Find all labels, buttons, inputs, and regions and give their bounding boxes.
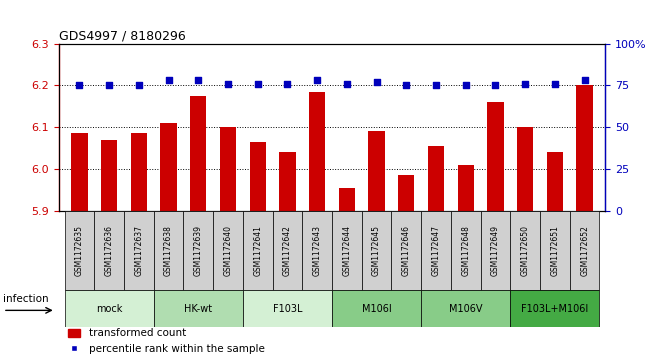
FancyBboxPatch shape <box>421 211 451 290</box>
Text: M106I: M106I <box>362 303 391 314</box>
FancyBboxPatch shape <box>64 211 94 290</box>
Bar <box>309 91 326 211</box>
FancyBboxPatch shape <box>243 211 273 290</box>
Bar <box>131 133 147 211</box>
Text: mock: mock <box>96 303 122 314</box>
Bar <box>101 139 117 211</box>
FancyBboxPatch shape <box>302 211 332 290</box>
Text: GSM1172646: GSM1172646 <box>402 225 411 276</box>
Point <box>312 77 322 83</box>
Point <box>371 79 381 85</box>
Point <box>579 77 590 83</box>
Bar <box>547 152 563 211</box>
Point <box>253 81 263 86</box>
Point <box>223 81 233 86</box>
Text: GSM1172648: GSM1172648 <box>462 225 470 276</box>
FancyBboxPatch shape <box>184 211 213 290</box>
Point <box>520 81 531 86</box>
FancyBboxPatch shape <box>480 211 510 290</box>
Text: infection: infection <box>3 294 49 305</box>
Text: GSM1172639: GSM1172639 <box>194 225 202 276</box>
Point <box>549 81 560 86</box>
Text: GSM1172636: GSM1172636 <box>105 225 114 276</box>
Bar <box>339 188 355 211</box>
FancyBboxPatch shape <box>94 211 124 290</box>
FancyBboxPatch shape <box>510 211 540 290</box>
Legend: transformed count, percentile rank within the sample: transformed count, percentile rank withi… <box>64 324 269 358</box>
Bar <box>458 165 474 211</box>
Bar <box>279 152 296 211</box>
Text: GSM1172643: GSM1172643 <box>312 225 322 276</box>
FancyBboxPatch shape <box>332 211 362 290</box>
FancyBboxPatch shape <box>64 290 154 327</box>
Bar <box>428 146 444 211</box>
FancyBboxPatch shape <box>332 290 421 327</box>
Text: HK-wt: HK-wt <box>184 303 212 314</box>
FancyBboxPatch shape <box>213 211 243 290</box>
FancyBboxPatch shape <box>273 211 302 290</box>
FancyBboxPatch shape <box>154 211 184 290</box>
Text: GSM1172635: GSM1172635 <box>75 225 84 276</box>
Text: GSM1172650: GSM1172650 <box>521 225 530 276</box>
Point <box>342 81 352 86</box>
Bar <box>249 142 266 211</box>
Text: GSM1172649: GSM1172649 <box>491 225 500 276</box>
Bar <box>488 102 504 211</box>
Point <box>163 77 174 83</box>
Bar <box>368 131 385 211</box>
Point <box>133 82 144 88</box>
FancyBboxPatch shape <box>510 290 600 327</box>
Text: GSM1172641: GSM1172641 <box>253 225 262 276</box>
Text: GSM1172645: GSM1172645 <box>372 225 381 276</box>
FancyBboxPatch shape <box>362 211 391 290</box>
FancyBboxPatch shape <box>421 290 510 327</box>
Text: M106V: M106V <box>449 303 482 314</box>
Bar <box>576 85 593 211</box>
Bar <box>190 96 206 211</box>
Bar <box>71 133 88 211</box>
Point <box>283 81 293 86</box>
Text: F103L: F103L <box>273 303 302 314</box>
FancyBboxPatch shape <box>570 211 600 290</box>
FancyBboxPatch shape <box>154 290 243 327</box>
Bar <box>220 127 236 211</box>
Text: GSM1172640: GSM1172640 <box>223 225 232 276</box>
Text: GSM1172642: GSM1172642 <box>283 225 292 276</box>
FancyBboxPatch shape <box>124 211 154 290</box>
Text: GSM1172637: GSM1172637 <box>134 225 143 276</box>
FancyBboxPatch shape <box>391 211 421 290</box>
Bar <box>160 123 176 211</box>
Point <box>104 82 115 88</box>
Text: GDS4997 / 8180296: GDS4997 / 8180296 <box>59 29 186 42</box>
FancyBboxPatch shape <box>540 211 570 290</box>
Point <box>490 82 501 88</box>
Point <box>74 82 85 88</box>
Point <box>460 82 471 88</box>
Text: GSM1172651: GSM1172651 <box>550 225 559 276</box>
Text: GSM1172644: GSM1172644 <box>342 225 352 276</box>
FancyBboxPatch shape <box>451 211 480 290</box>
Text: F103L+M106I: F103L+M106I <box>521 303 589 314</box>
Text: GSM1172647: GSM1172647 <box>432 225 441 276</box>
Text: GSM1172652: GSM1172652 <box>580 225 589 276</box>
Point <box>401 82 411 88</box>
Bar <box>398 175 415 211</box>
Bar <box>517 127 533 211</box>
FancyBboxPatch shape <box>243 290 332 327</box>
Point <box>431 82 441 88</box>
Text: GSM1172638: GSM1172638 <box>164 225 173 276</box>
Point <box>193 77 204 83</box>
